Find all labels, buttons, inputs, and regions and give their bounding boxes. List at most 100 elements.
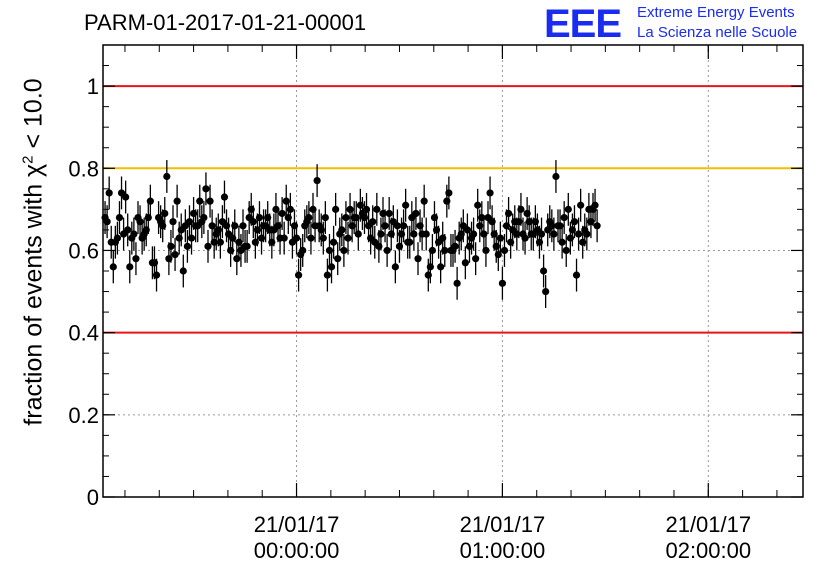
eee-logo: EEE (544, 2, 622, 46)
data-point (591, 201, 599, 209)
data-point (422, 230, 430, 238)
data-point (564, 205, 572, 213)
data-point (552, 172, 560, 181)
y-tick-label: 0.6 (68, 238, 99, 263)
y-tick-label: 1 (87, 74, 99, 99)
data-point (369, 218, 377, 226)
data-point (167, 242, 175, 250)
data-point (498, 279, 507, 287)
data-point (171, 250, 179, 259)
data-point (294, 271, 303, 279)
data-point (461, 259, 469, 267)
data-point (280, 234, 288, 242)
org-name-line2: La Scienza nelle Scuole (637, 24, 798, 41)
data-point (130, 230, 138, 238)
chart-title: PARM-01-2017-01-21-00001 (84, 10, 367, 35)
data-point (115, 213, 124, 222)
data-point (216, 238, 224, 246)
data-point (517, 205, 525, 213)
data-point (243, 242, 251, 250)
data-point (414, 255, 422, 263)
x-tick-label: 21/01/17 (254, 512, 340, 537)
data-point (299, 246, 307, 255)
data-point (327, 263, 336, 271)
data-point (103, 218, 111, 226)
x-tick-label: 02:00:00 (665, 538, 751, 563)
data-point (109, 263, 117, 271)
data-point (381, 222, 389, 230)
data-point (313, 177, 321, 185)
data-point (420, 197, 428, 205)
data-point (173, 197, 181, 205)
x-tick-label: 21/01/17 (460, 512, 546, 537)
data-point (472, 255, 480, 263)
data-point (542, 287, 550, 296)
data-point (319, 234, 327, 242)
data-point (377, 230, 385, 238)
data-point (393, 222, 402, 230)
data-point (249, 218, 257, 226)
data-point (412, 209, 420, 218)
plot-frame (102, 44, 804, 498)
data-point (451, 242, 459, 250)
x-tick-label: 00:00:00 (254, 538, 340, 563)
data-point (340, 246, 348, 255)
data-point (562, 246, 570, 255)
data-point (206, 197, 214, 205)
y-tick-label: 0.2 (68, 403, 99, 428)
data-point (321, 213, 329, 222)
data-point (200, 213, 208, 222)
y-tick-label: 0.8 (68, 156, 99, 181)
data-point (453, 279, 461, 287)
data-point (572, 271, 581, 279)
data-point (204, 242, 212, 250)
data-point (307, 234, 315, 242)
data-point (113, 234, 122, 242)
data-point (469, 230, 478, 238)
data-point (570, 218, 579, 226)
data-point (179, 267, 187, 275)
data-point (146, 197, 154, 205)
data-point (550, 230, 558, 238)
data-point (383, 246, 391, 255)
data-point (286, 205, 294, 213)
data-point (187, 234, 196, 242)
data-point (537, 230, 546, 238)
data-point (342, 213, 350, 222)
data-point (482, 246, 490, 255)
data-point (474, 201, 482, 209)
data-point (152, 271, 161, 279)
x-tick-label: 01:00:00 (460, 538, 546, 563)
data-point (385, 209, 393, 218)
data-point (583, 230, 591, 238)
data-point (593, 222, 601, 230)
data-point (496, 234, 504, 242)
data-point (428, 246, 437, 255)
data-point (169, 218, 177, 226)
data-point (278, 209, 286, 218)
data-point (122, 193, 130, 201)
data-point (486, 189, 494, 197)
data-point (196, 197, 204, 205)
data-point (124, 226, 132, 234)
x-tick-label: 21/01/17 (665, 512, 751, 537)
data-point (183, 242, 192, 250)
data-point (402, 201, 410, 209)
data-point (220, 193, 229, 201)
data-point (239, 222, 247, 230)
data-point (539, 267, 548, 275)
data-point (441, 246, 449, 255)
y-tick-label: 0 (87, 485, 99, 510)
data-point (329, 238, 338, 246)
data-point (504, 209, 513, 218)
data-point (231, 222, 239, 230)
data-point (574, 230, 583, 238)
data-point (500, 246, 509, 255)
data-point (305, 213, 313, 222)
data-point (338, 226, 346, 234)
data-point (202, 185, 210, 193)
data-point (323, 271, 332, 279)
data-point (373, 205, 381, 213)
data-point (437, 263, 445, 271)
